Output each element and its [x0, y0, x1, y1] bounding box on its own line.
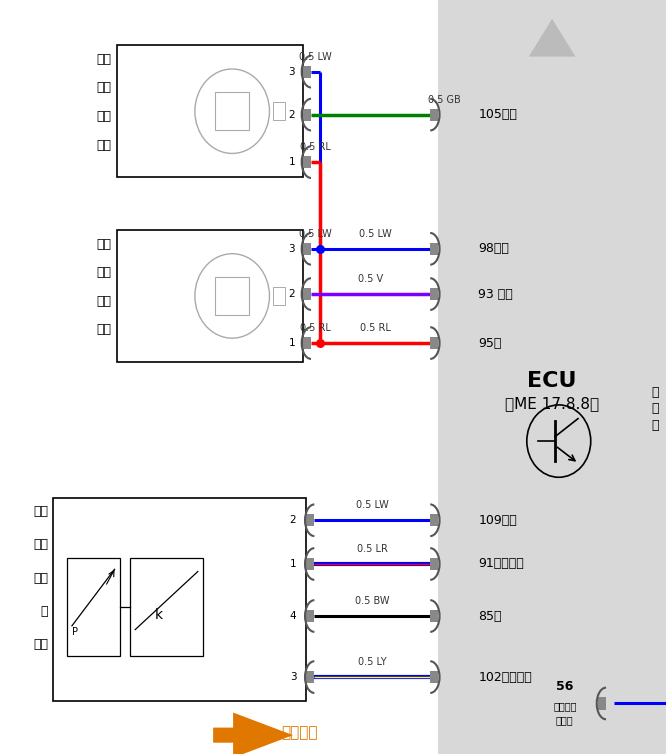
Bar [130, 558, 203, 656]
Text: 压力: 压力 [33, 572, 48, 584]
Text: 进气: 进气 [33, 505, 48, 518]
Text: 将: 将 [652, 402, 659, 415]
Text: 占空比信: 占空比信 [553, 700, 577, 711]
Text: 1: 1 [288, 338, 295, 348]
Bar [303, 337, 311, 349]
Text: 感器: 感器 [96, 323, 111, 336]
Polygon shape [529, 19, 575, 57]
Bar [215, 277, 249, 315]
Bar [430, 671, 438, 683]
Text: 感器: 感器 [96, 139, 111, 152]
Bar [303, 288, 311, 300]
Text: 0.5 BW: 0.5 BW [355, 596, 390, 606]
Bar [430, 337, 438, 349]
Bar [67, 558, 120, 656]
Text: 侧相: 侧相 [96, 81, 111, 94]
Text: 56: 56 [556, 680, 573, 694]
Text: 感器: 感器 [33, 638, 48, 651]
Text: 0.5 LW: 0.5 LW [299, 229, 332, 239]
Bar [306, 671, 314, 683]
Text: 0.5 V: 0.5 V [358, 274, 383, 284]
Text: 进气: 进气 [96, 238, 111, 250]
Bar [598, 697, 606, 710]
Bar [273, 103, 285, 121]
Text: 侧相: 侧相 [96, 266, 111, 279]
Bar [430, 109, 438, 121]
Text: 排气: 排气 [96, 53, 111, 66]
Bar [53, 498, 306, 701]
Text: 1: 1 [288, 157, 295, 167]
Bar [303, 156, 311, 168]
Text: 98电源: 98电源 [478, 242, 509, 256]
Text: 85地: 85地 [478, 609, 501, 623]
Bar [430, 243, 438, 255]
Text: 0.5 LW: 0.5 LW [356, 501, 389, 510]
Bar [438, 0, 666, 754]
Text: 2: 2 [290, 515, 296, 526]
Text: 2: 2 [288, 109, 295, 120]
Text: 3: 3 [288, 244, 295, 254]
Text: 0.5 LW: 0.5 LW [299, 52, 332, 62]
Text: 位传: 位传 [96, 295, 111, 308]
Text: 0.5 LW: 0.5 LW [358, 229, 392, 239]
Bar [215, 92, 249, 130]
Text: 温度: 温度 [33, 538, 48, 551]
Text: 105信号: 105信号 [478, 108, 517, 121]
Bar [430, 288, 438, 300]
Bar [306, 610, 314, 622]
Text: 93 信号: 93 信号 [478, 287, 513, 301]
Text: 4: 4 [290, 611, 296, 621]
Bar [303, 109, 311, 121]
Bar [117, 230, 303, 362]
Text: 汽修帮手: 汽修帮手 [282, 725, 318, 740]
Text: P: P [72, 627, 78, 637]
Text: 传: 传 [41, 605, 48, 618]
Text: 109电源: 109电源 [478, 513, 517, 527]
Text: 0.5 RL: 0.5 RL [360, 323, 390, 333]
Text: 95地: 95地 [478, 336, 501, 350]
Bar [303, 243, 311, 255]
Text: ECU: ECU [527, 371, 577, 391]
Bar [430, 558, 438, 570]
Text: k: k [155, 608, 163, 622]
Text: 0.5 RL: 0.5 RL [300, 323, 331, 333]
Text: 2: 2 [288, 289, 295, 299]
Text: 号输出: 号输出 [556, 715, 573, 725]
Text: 91压力信号: 91压力信号 [478, 557, 524, 571]
Text: 冷: 冷 [652, 385, 659, 399]
Text: 位传: 位传 [96, 110, 111, 123]
Bar [430, 514, 438, 526]
Text: 3: 3 [290, 672, 296, 682]
Text: 3: 3 [288, 66, 295, 77]
Text: 0.5 GB: 0.5 GB [428, 95, 461, 105]
Bar [306, 514, 314, 526]
Text: 1: 1 [290, 559, 296, 569]
Text: 0.5 RL: 0.5 RL [300, 143, 331, 152]
Text: 102温度信号: 102温度信号 [478, 670, 532, 684]
Bar [306, 558, 314, 570]
Text: 电: 电 [652, 418, 659, 432]
Bar [273, 287, 285, 305]
Bar [117, 45, 303, 177]
Text: 0.5 LY: 0.5 LY [358, 657, 386, 667]
Bar [303, 66, 311, 78]
Bar [430, 610, 438, 622]
Text: （ME 17.8.8）: （ME 17.8.8） [505, 396, 599, 411]
FancyArrow shape [213, 713, 293, 754]
Text: 0.5 LR: 0.5 LR [357, 544, 388, 554]
